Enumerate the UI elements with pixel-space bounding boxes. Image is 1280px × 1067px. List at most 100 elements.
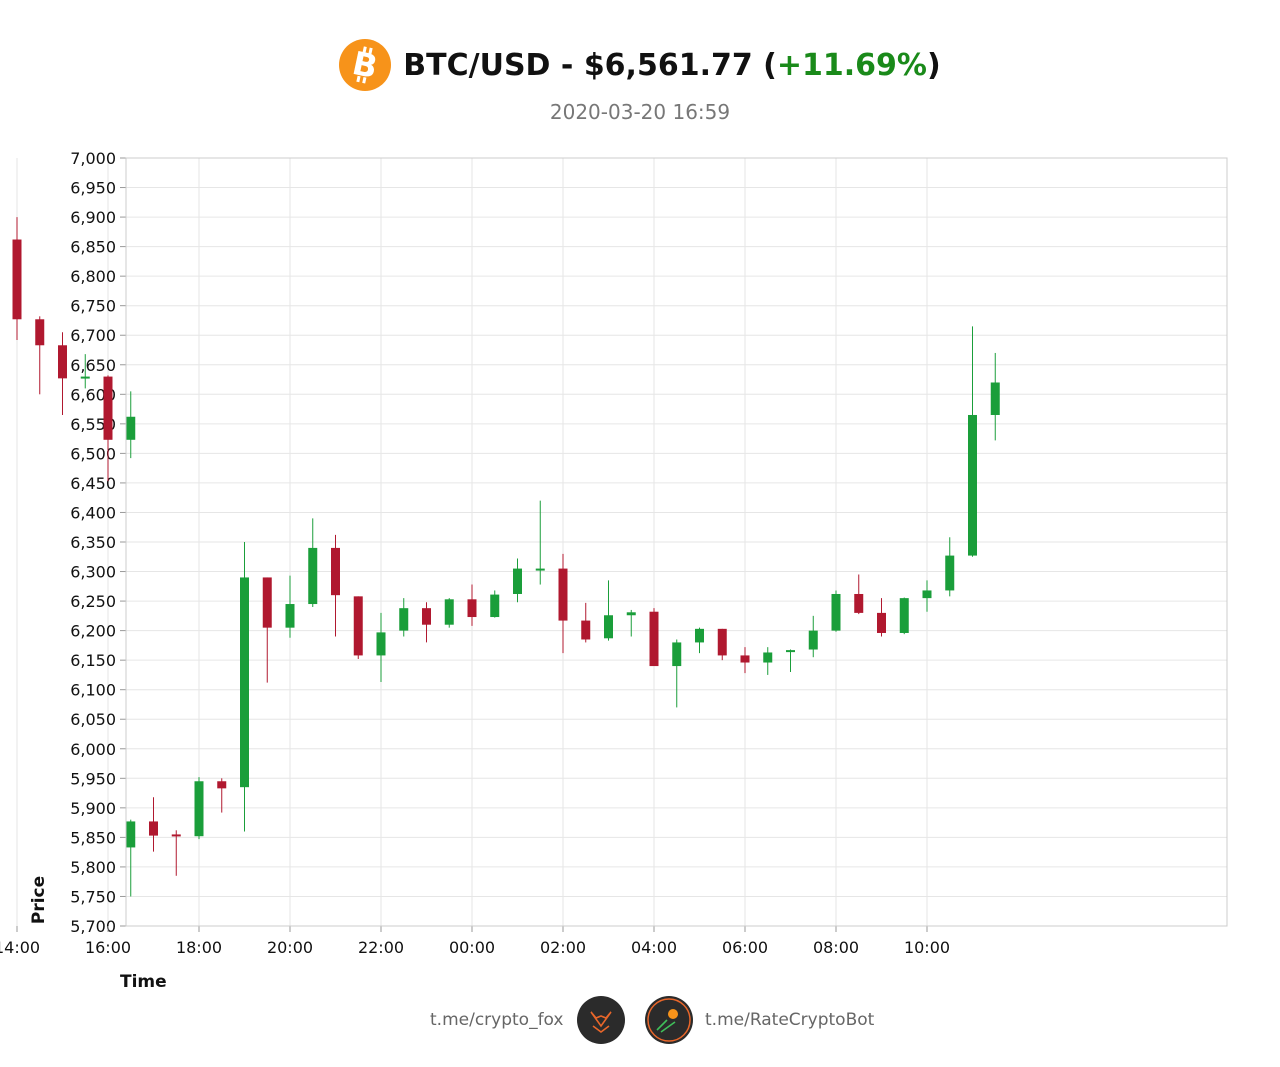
candle-body (877, 612, 886, 633)
ratecryptobot-link[interactable]: t.me/RateCryptoBot (705, 1010, 875, 1030)
candle (672, 639, 682, 708)
candle-body (80, 376, 90, 379)
plot-frame (125, 157, 1228, 927)
paren-open: ( (752, 47, 777, 83)
y-tick-label: 6,200 (70, 622, 116, 641)
candle (80, 354, 90, 389)
candle (763, 647, 773, 675)
title-separator: - (550, 47, 584, 83)
candle-body (581, 620, 591, 640)
candle (922, 580, 932, 612)
candle-body (308, 547, 318, 605)
candle (581, 602, 591, 643)
x-tick-label: 04:00 (631, 938, 677, 957)
candle (990, 352, 1000, 441)
candle (126, 391, 136, 459)
y-tick-label: 6,450 (70, 474, 116, 493)
y-tick-label: 6,700 (70, 326, 116, 345)
candle-body (444, 599, 454, 625)
candle-body (126, 821, 136, 848)
candle-body (262, 577, 272, 628)
candle-body (353, 596, 363, 656)
candle (649, 608, 659, 667)
candle-body (899, 598, 909, 633)
x-tick-label: 20:00 (267, 938, 313, 957)
candle (786, 649, 795, 672)
y-tick-label: 5,700 (70, 917, 116, 936)
candle (717, 628, 727, 661)
x-tick-label: 22:00 (358, 938, 404, 957)
footer: t.me/crypto_fox t.me/RateCryptoBot (0, 996, 1280, 1048)
candle (968, 326, 977, 557)
candle-body (285, 604, 295, 628)
candle-body (763, 652, 773, 663)
candle-body (467, 599, 477, 618)
candle-body (604, 615, 613, 639)
candle-body (35, 319, 45, 346)
candle-body (171, 834, 181, 837)
crypto-fox-link[interactable]: t.me/crypto_fox (430, 1010, 564, 1030)
x-tick-label: 16:00 (85, 938, 131, 957)
candlestick-chart: 5,700 5,750 5,800 5,850 5,900 5,950 6,000 6,050… (0, 149, 1228, 992)
y-tick-label: 6,150 (70, 651, 116, 670)
candle (58, 332, 67, 415)
x-axis-title: Time (120, 972, 167, 992)
y-tick-label: 6,750 (70, 297, 116, 316)
candle (444, 598, 454, 628)
candle-body (490, 594, 500, 618)
pair-label: BTC/USD (403, 47, 551, 83)
candle (490, 590, 500, 618)
candle (308, 518, 318, 607)
bitcoin-logo-icon: B (339, 39, 392, 91)
candle-body (376, 632, 386, 656)
candle-body (740, 655, 750, 663)
y-tick-label: 6,400 (70, 503, 116, 522)
candle-body (422, 608, 431, 625)
y-tick-label: 6,250 (70, 592, 116, 611)
ratecryptobot-logo-icon (645, 996, 693, 1044)
x-tick-label: 02:00 (540, 938, 586, 957)
y-tick-label: 7,000 (70, 149, 116, 168)
candle-body (126, 416, 136, 440)
y-tick-label: 6,000 (70, 740, 116, 759)
candle (12, 217, 22, 340)
y-tick-label: 6,800 (70, 267, 116, 286)
candle (171, 830, 181, 876)
candle (899, 597, 909, 635)
candle (262, 577, 272, 683)
candle-body (558, 568, 568, 621)
candle-body (831, 593, 841, 631)
y-tick-label: 6,900 (70, 208, 116, 227)
candle (240, 542, 249, 832)
candle (35, 316, 45, 395)
y-tick-label: 6,300 (70, 563, 116, 582)
candle (945, 537, 955, 597)
candle-body (922, 590, 932, 599)
x-axis-ticks: 18:00 20:00 22:00 00:00 02:00 04:00 06:00 08:00… (0, 926, 950, 957)
paren-close: ) (926, 47, 941, 83)
candle (285, 575, 295, 638)
y-tick-label: 6,350 (70, 533, 116, 552)
candle (217, 778, 227, 813)
candle-body (513, 568, 522, 594)
candles (12, 217, 1000, 897)
y-tick-label: 5,950 (70, 769, 116, 788)
fox-logo-icon (577, 996, 625, 1044)
candle (535, 500, 545, 585)
candle (626, 609, 636, 637)
y-axis-ticks: 5,700 5,750 5,800 5,850 5,900 5,950 6,000 6,050… (70, 149, 126, 936)
x-tick-label: 14:00 (0, 938, 40, 957)
candle-body (695, 628, 704, 643)
candle-body (149, 821, 158, 836)
candle (604, 580, 613, 641)
x-tick-label: 06:00 (722, 938, 768, 957)
x-tick-label: 00:00 (449, 938, 495, 957)
candle (376, 612, 386, 683)
candle (695, 627, 704, 654)
candle-body (672, 642, 682, 667)
candle-body (786, 650, 795, 653)
candle-body (535, 568, 545, 571)
y-tick-label: 6,100 (70, 681, 116, 700)
candle-body (240, 577, 249, 788)
y-tick-label: 6,050 (70, 710, 116, 729)
